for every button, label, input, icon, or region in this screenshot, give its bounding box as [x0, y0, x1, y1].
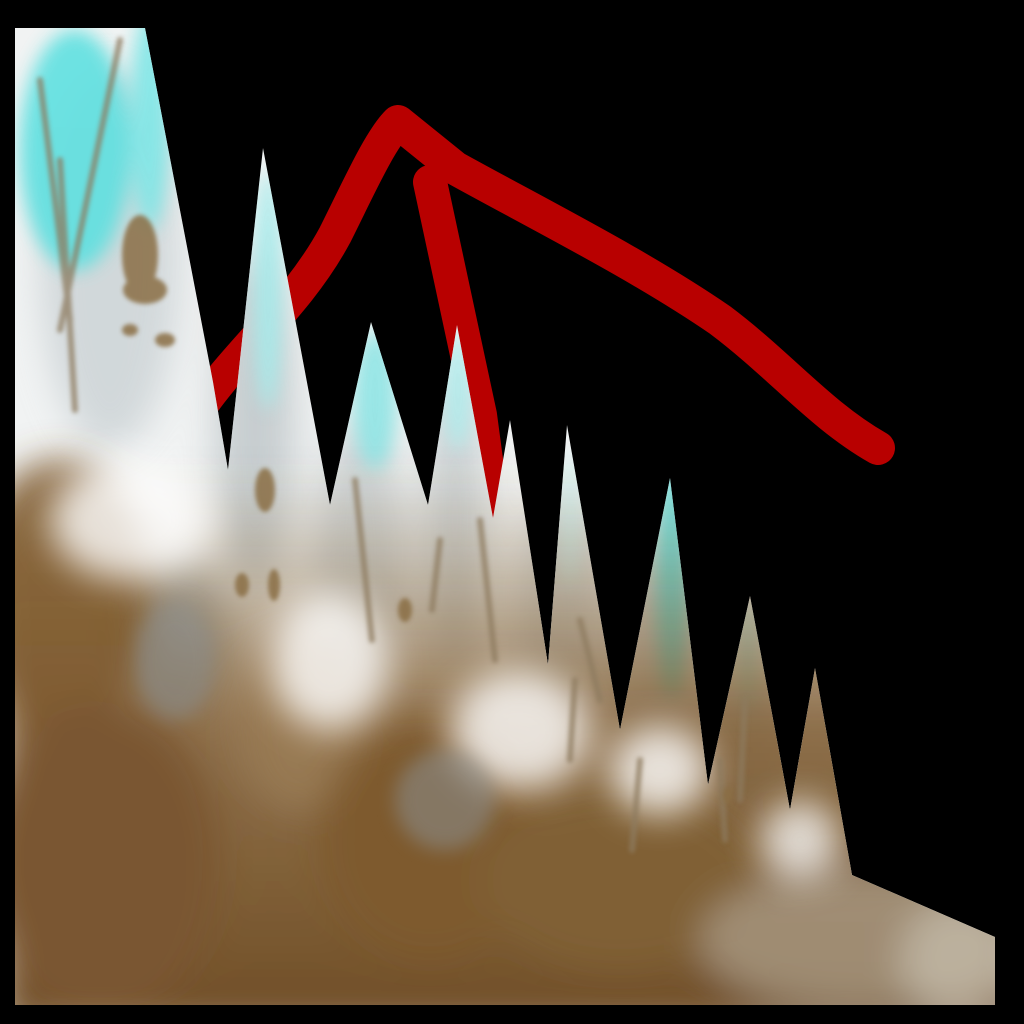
arrow-down-stroke [413, 165, 509, 522]
red-arrow-icon [188, 105, 895, 522]
arrow-main-stroke [188, 105, 895, 465]
